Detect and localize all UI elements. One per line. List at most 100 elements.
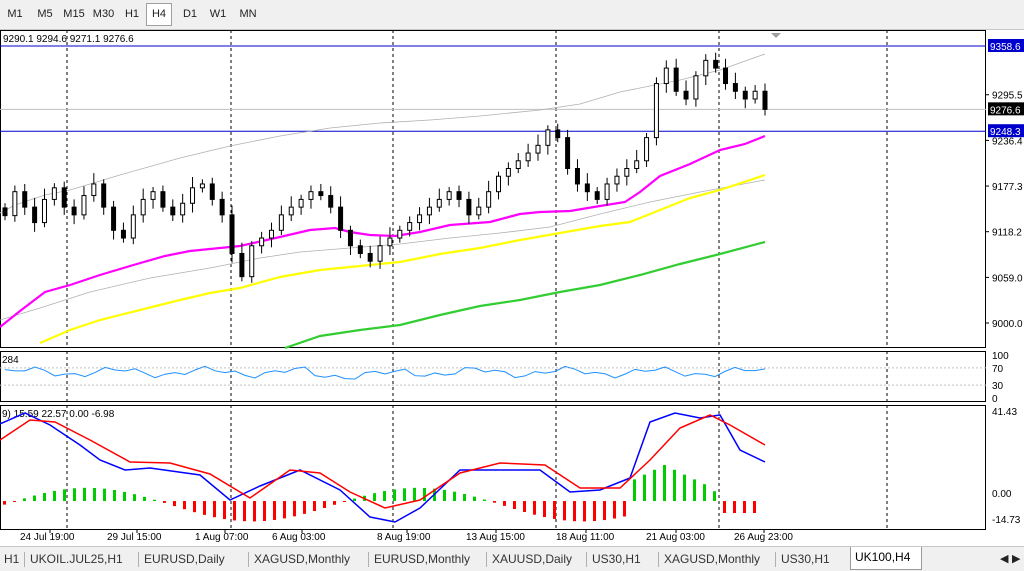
chart-shift-marker[interactable] — [771, 33, 781, 38]
symbol-tab-eurusd-monthly[interactable]: EURUSD,Monthly — [374, 552, 471, 566]
histogram-bar-negative — [623, 501, 626, 517]
histogram-bar-positive — [423, 487, 426, 501]
histogram-bar-negative — [243, 501, 246, 522]
timeframe-mn-button[interactable]: MN — [239, 8, 257, 20]
price-level-tag-text: 9358.6 — [990, 42, 1021, 53]
candle-body — [180, 202, 186, 216]
candle-body — [160, 191, 166, 208]
candle-body — [91, 183, 97, 197]
tab-separator — [248, 552, 249, 567]
candle-body — [298, 198, 304, 208]
timeframe-h1-button[interactable]: H1 — [124, 8, 140, 20]
candle-body — [604, 183, 610, 200]
candle-body — [140, 198, 146, 216]
macd-signal-line — [0, 414, 766, 509]
histogram-bar-negative — [293, 501, 296, 517]
symbol-tab-ukoil-jul25-h1[interactable]: UKOIL.JUL25,H1 — [30, 552, 123, 566]
histogram-bar-positive — [93, 487, 96, 501]
candle-body — [594, 191, 600, 200]
histogram-bar-positive — [393, 489, 396, 501]
histogram-bar-positive — [483, 499, 486, 501]
oscillator-scale-label: 30 — [992, 381, 1004, 392]
candle-body — [515, 160, 521, 170]
oscillator-label: 284 — [2, 355, 19, 366]
tab-separator — [775, 552, 776, 567]
histogram-bar-positive — [683, 474, 686, 501]
timeframe-m30-button[interactable]: M30 — [92, 8, 115, 20]
candle-body — [653, 83, 659, 139]
scroll-right-button[interactable]: ▶ — [1012, 553, 1021, 565]
timeframe-w1-button[interactable]: W1 — [209, 8, 227, 20]
price-level-tag — [988, 124, 1024, 138]
histogram-bar-positive — [353, 498, 356, 501]
tab-separator — [586, 552, 587, 567]
candle-body — [407, 222, 413, 231]
timeframe-m1-button[interactable]: M1 — [7, 8, 23, 20]
price-scale-label: 9000.0 — [992, 319, 1023, 330]
candle-body — [456, 191, 462, 200]
histogram-bar-positive — [703, 484, 706, 501]
symbol-tab-us30-h1[interactable]: US30,H1 — [592, 552, 641, 566]
candle-body — [41, 198, 47, 224]
tab-separator — [368, 552, 369, 567]
histogram-bar-negative — [283, 501, 286, 519]
timeframe-h4-button[interactable]: H4 — [146, 3, 172, 26]
histogram-bar-negative — [313, 501, 316, 512]
histogram-bar-negative — [223, 501, 226, 520]
oscillator-scale-label: 100 — [992, 351, 1009, 362]
timeframe-m15-button[interactable]: M15 — [63, 8, 85, 20]
timeframe-d1-button[interactable]: D1 — [182, 8, 198, 20]
time-axis-label: 24 Jul 19:00 — [20, 532, 75, 543]
candle-body — [377, 245, 383, 262]
histogram-bar-negative — [553, 501, 556, 519]
macd-main-line — [0, 412, 766, 523]
price-chart[interactable]: 9358.6 9248.3 9276.6 9295.5 9236.4 9177.3 9118… — [0, 30, 1024, 546]
symbol-tab-uk100-h4[interactable]: UK100,H4 — [850, 547, 922, 570]
time-axis-label: 21 Aug 03:00 — [646, 532, 705, 543]
candle-body — [328, 195, 334, 208]
macd-label: 9) 15.59 22.57 0.00 -6.98 — [2, 409, 115, 420]
candle-body — [732, 83, 738, 92]
candle-body — [12, 191, 18, 217]
main-pane-border — [0, 30, 986, 348]
histogram-bar-negative — [213, 501, 216, 518]
symbol-tab-us30-h1[interactable]: US30,H1 — [781, 552, 830, 566]
candle-body — [170, 206, 176, 216]
histogram-bar-negative — [563, 501, 566, 521]
histogram-bar-negative — [603, 501, 606, 521]
symbol-tab-xauusd-daily[interactable]: XAUUSD,Daily — [492, 552, 573, 566]
current-price-tag — [988, 102, 1024, 116]
candle-body — [417, 214, 423, 224]
symbol-tab-eurusd-daily[interactable]: EURUSD,Daily — [144, 552, 225, 566]
price-scale-label: 9295.5 — [992, 91, 1023, 102]
candle-body — [466, 198, 472, 216]
histogram-bar-positive — [133, 494, 136, 501]
tab-separator — [138, 552, 139, 567]
histogram-bar-negative — [3, 501, 6, 505]
candle-body — [150, 191, 156, 200]
histogram-bar-positive — [663, 465, 666, 501]
symbol-tab-xagusd-monthly[interactable]: XAGUSD,Monthly — [664, 552, 761, 566]
histogram-bar-negative — [543, 501, 546, 518]
candle-body — [268, 229, 274, 239]
symbol-tab-h1[interactable]: H1 — [4, 552, 20, 566]
price-scale-label: 9177.3 — [992, 182, 1023, 193]
candle-body — [209, 183, 215, 200]
histogram-bar-negative — [233, 501, 236, 521]
histogram-bar-negative — [323, 501, 326, 508]
histogram-bar-positive — [123, 491, 126, 501]
candle-body — [535, 144, 541, 154]
histogram-bar-negative — [493, 501, 496, 503]
time-axis-label: 18 Aug 11:00 — [556, 532, 615, 543]
symbol-tab-xagusd-monthly[interactable]: XAGUSD,Monthly — [254, 552, 351, 566]
candle-body — [673, 67, 679, 92]
histogram-bar-negative — [513, 501, 516, 510]
time-axis-label: 29 Jul 15:00 — [107, 532, 162, 543]
scroll-left-button[interactable]: ◀ — [1000, 553, 1009, 565]
candle-body — [308, 191, 314, 200]
timeframe-m5-button[interactable]: M5 — [37, 8, 53, 20]
histogram-bar-negative — [163, 501, 166, 503]
candle-body — [199, 183, 205, 189]
histogram-bar-positive — [713, 491, 716, 501]
histogram-bar-positive — [153, 499, 156, 501]
